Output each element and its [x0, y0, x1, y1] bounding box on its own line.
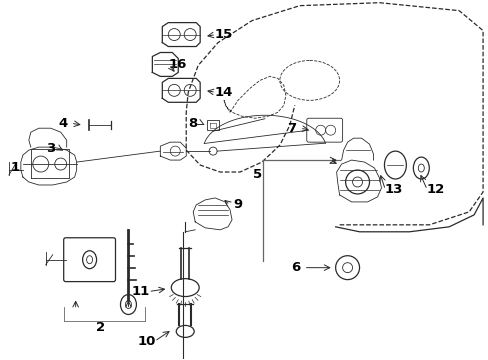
- Text: 11: 11: [131, 285, 149, 298]
- Text: 3: 3: [46, 141, 55, 155]
- Text: 4: 4: [58, 117, 67, 130]
- Text: 10: 10: [137, 335, 155, 348]
- Text: 14: 14: [214, 86, 233, 99]
- Text: 16: 16: [168, 58, 186, 71]
- Text: 13: 13: [384, 184, 402, 197]
- Text: 15: 15: [215, 28, 233, 41]
- Text: 2: 2: [96, 321, 105, 334]
- Text: 7: 7: [286, 122, 296, 135]
- Text: 12: 12: [425, 184, 444, 197]
- Text: 9: 9: [233, 198, 242, 211]
- Text: 1: 1: [10, 161, 20, 174]
- Text: 6: 6: [290, 261, 300, 274]
- Text: 5: 5: [253, 167, 262, 180]
- Text: 8: 8: [188, 117, 198, 130]
